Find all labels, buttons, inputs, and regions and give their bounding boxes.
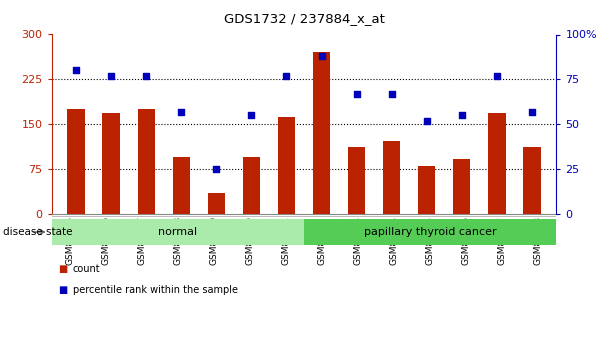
Text: GSM85225: GSM85225: [426, 216, 435, 265]
Point: [351, 91, 361, 97]
Point: [527, 109, 537, 115]
Text: papillary thyroid cancer: papillary thyroid cancer: [364, 227, 497, 237]
Text: GSM85228: GSM85228: [534, 216, 543, 265]
Bar: [348, 147, 365, 214]
Bar: [196, 216, 232, 217]
Text: ■: ■: [58, 285, 67, 295]
Bar: [52, 219, 304, 245]
Bar: [488, 114, 505, 214]
Point: [317, 53, 326, 59]
Bar: [243, 157, 260, 214]
Point: [457, 112, 466, 118]
Text: percentile rank within the sample: percentile rank within the sample: [73, 285, 238, 295]
Point: [387, 91, 396, 97]
Bar: [278, 117, 295, 214]
Text: count: count: [73, 264, 100, 274]
Bar: [383, 141, 401, 214]
Point: [106, 73, 116, 79]
Bar: [207, 193, 225, 214]
Text: GSM85226: GSM85226: [461, 216, 471, 265]
Bar: [448, 216, 484, 217]
Text: GSM85220: GSM85220: [246, 216, 254, 265]
Bar: [232, 216, 268, 217]
Text: ■: ■: [58, 264, 67, 274]
Text: GSM85218: GSM85218: [173, 216, 182, 265]
Point: [142, 73, 151, 79]
Text: GSM85219: GSM85219: [209, 216, 218, 265]
Bar: [376, 216, 412, 217]
Bar: [304, 219, 556, 245]
Bar: [484, 216, 520, 217]
Point: [212, 166, 221, 172]
Point: [176, 109, 186, 115]
Text: GSM85217: GSM85217: [137, 216, 147, 265]
Text: GSM85221: GSM85221: [282, 216, 291, 265]
Bar: [453, 159, 471, 214]
Point: [247, 112, 257, 118]
Bar: [137, 109, 155, 214]
Point: [492, 73, 502, 79]
Bar: [103, 114, 120, 214]
Bar: [523, 147, 541, 214]
Point: [282, 73, 291, 79]
Bar: [88, 216, 124, 217]
Bar: [412, 216, 448, 217]
Text: disease state: disease state: [3, 227, 72, 237]
Text: GSM85215: GSM85215: [65, 216, 74, 265]
Text: GSM85216: GSM85216: [102, 216, 110, 265]
Bar: [124, 216, 160, 217]
Bar: [304, 216, 340, 217]
Text: normal: normal: [158, 227, 198, 237]
Text: GSM85223: GSM85223: [354, 216, 362, 265]
Text: GSM85227: GSM85227: [498, 216, 506, 265]
Point: [71, 68, 81, 73]
Bar: [160, 216, 196, 217]
Bar: [67, 109, 85, 214]
Point: [422, 118, 432, 124]
Text: GDS1732 / 237884_x_at: GDS1732 / 237884_x_at: [224, 12, 384, 26]
Bar: [313, 52, 330, 214]
Bar: [340, 216, 376, 217]
Bar: [52, 216, 88, 217]
Bar: [520, 216, 556, 217]
Bar: [173, 157, 190, 214]
Bar: [418, 166, 435, 214]
Text: GSM85222: GSM85222: [317, 216, 326, 265]
Bar: [268, 216, 304, 217]
Text: GSM85224: GSM85224: [390, 216, 399, 265]
